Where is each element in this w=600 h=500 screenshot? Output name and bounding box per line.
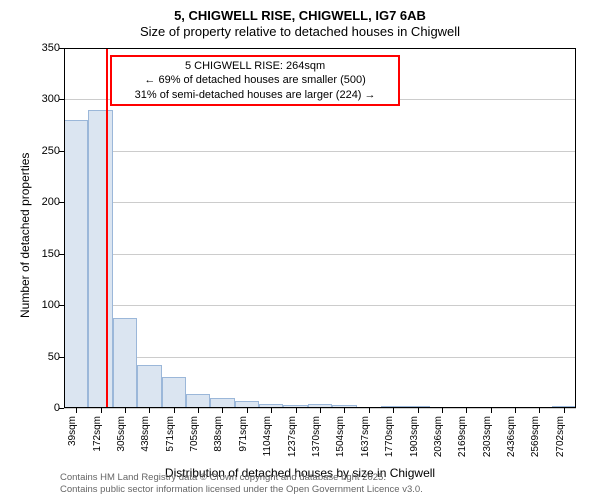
histogram-bar <box>137 365 161 408</box>
footer-line-2: Contains public sector information licen… <box>60 484 423 496</box>
x-tick-mark <box>222 408 223 413</box>
histogram-bar <box>162 377 186 408</box>
histogram-bar <box>64 120 88 408</box>
y-tick-mark <box>59 48 64 49</box>
highlight-line <box>106 48 108 408</box>
x-tick-mark <box>125 408 126 413</box>
x-tick-mark <box>296 408 297 413</box>
y-tick-label: 0 <box>20 402 60 414</box>
y-tick-mark <box>59 357 64 358</box>
y-tick-label: 250 <box>20 145 60 157</box>
y-tick-label: 150 <box>20 248 60 260</box>
footer-line-1: Contains HM Land Registry data © Crown c… <box>60 472 423 484</box>
gridline-h <box>64 202 576 203</box>
y-tick-mark <box>59 202 64 203</box>
plot-border <box>64 48 576 49</box>
title-block: 5, CHIGWELL RISE, CHIGWELL, IG7 6AB Size… <box>0 0 600 39</box>
x-tick-mark <box>320 408 321 413</box>
annotation-line: 31% of semi-detached houses are larger (… <box>118 88 392 102</box>
y-tick-label: 100 <box>20 299 60 311</box>
y-tick-label: 200 <box>20 196 60 208</box>
plot-border <box>64 48 65 408</box>
x-tick-mark <box>271 408 272 413</box>
x-tick-mark <box>564 408 565 413</box>
y-axis-label: Number of detached properties <box>18 153 32 318</box>
y-tick-mark <box>59 305 64 306</box>
x-tick-mark <box>149 408 150 413</box>
x-tick-mark <box>418 408 419 413</box>
x-tick-mark <box>344 408 345 413</box>
x-tick-mark <box>247 408 248 413</box>
chart-title: 5, CHIGWELL RISE, CHIGWELL, IG7 6AB <box>0 8 600 23</box>
x-tick-mark <box>174 408 175 413</box>
x-tick-mark <box>198 408 199 413</box>
chart-subtitle: Size of property relative to detached ho… <box>0 24 600 39</box>
x-tick-mark <box>393 408 394 413</box>
y-tick-label: 50 <box>20 351 60 363</box>
y-tick-label: 300 <box>20 93 60 105</box>
x-tick-mark <box>539 408 540 413</box>
y-tick-mark <box>59 408 64 409</box>
y-tick-mark <box>59 151 64 152</box>
gridline-h <box>64 305 576 306</box>
x-tick-mark <box>369 408 370 413</box>
gridline-h <box>64 357 576 358</box>
x-tick-mark <box>76 408 77 413</box>
chart-container: 5, CHIGWELL RISE, CHIGWELL, IG7 6AB Size… <box>0 0 600 500</box>
gridline-h <box>64 254 576 255</box>
plot-border <box>575 48 576 408</box>
x-tick-mark <box>515 408 516 413</box>
x-tick-mark <box>491 408 492 413</box>
annotation-line: ← 69% of detached houses are smaller (50… <box>118 73 392 87</box>
annotation-box: 5 CHIGWELL RISE: 264sqm← 69% of detached… <box>110 55 400 106</box>
x-tick-mark <box>101 408 102 413</box>
footer-attribution: Contains HM Land Registry data © Crown c… <box>60 472 423 496</box>
histogram-bar <box>113 318 137 409</box>
x-tick-mark <box>442 408 443 413</box>
y-tick-mark <box>59 99 64 100</box>
histogram-bar <box>88 110 112 408</box>
x-tick-mark <box>466 408 467 413</box>
annotation-line: 5 CHIGWELL RISE: 264sqm <box>118 59 392 73</box>
y-tick-mark <box>59 254 64 255</box>
histogram-bar <box>186 394 210 408</box>
gridline-h <box>64 151 576 152</box>
plot-area: 5 CHIGWELL RISE: 264sqm← 69% of detached… <box>64 48 576 408</box>
y-tick-label: 350 <box>20 42 60 54</box>
